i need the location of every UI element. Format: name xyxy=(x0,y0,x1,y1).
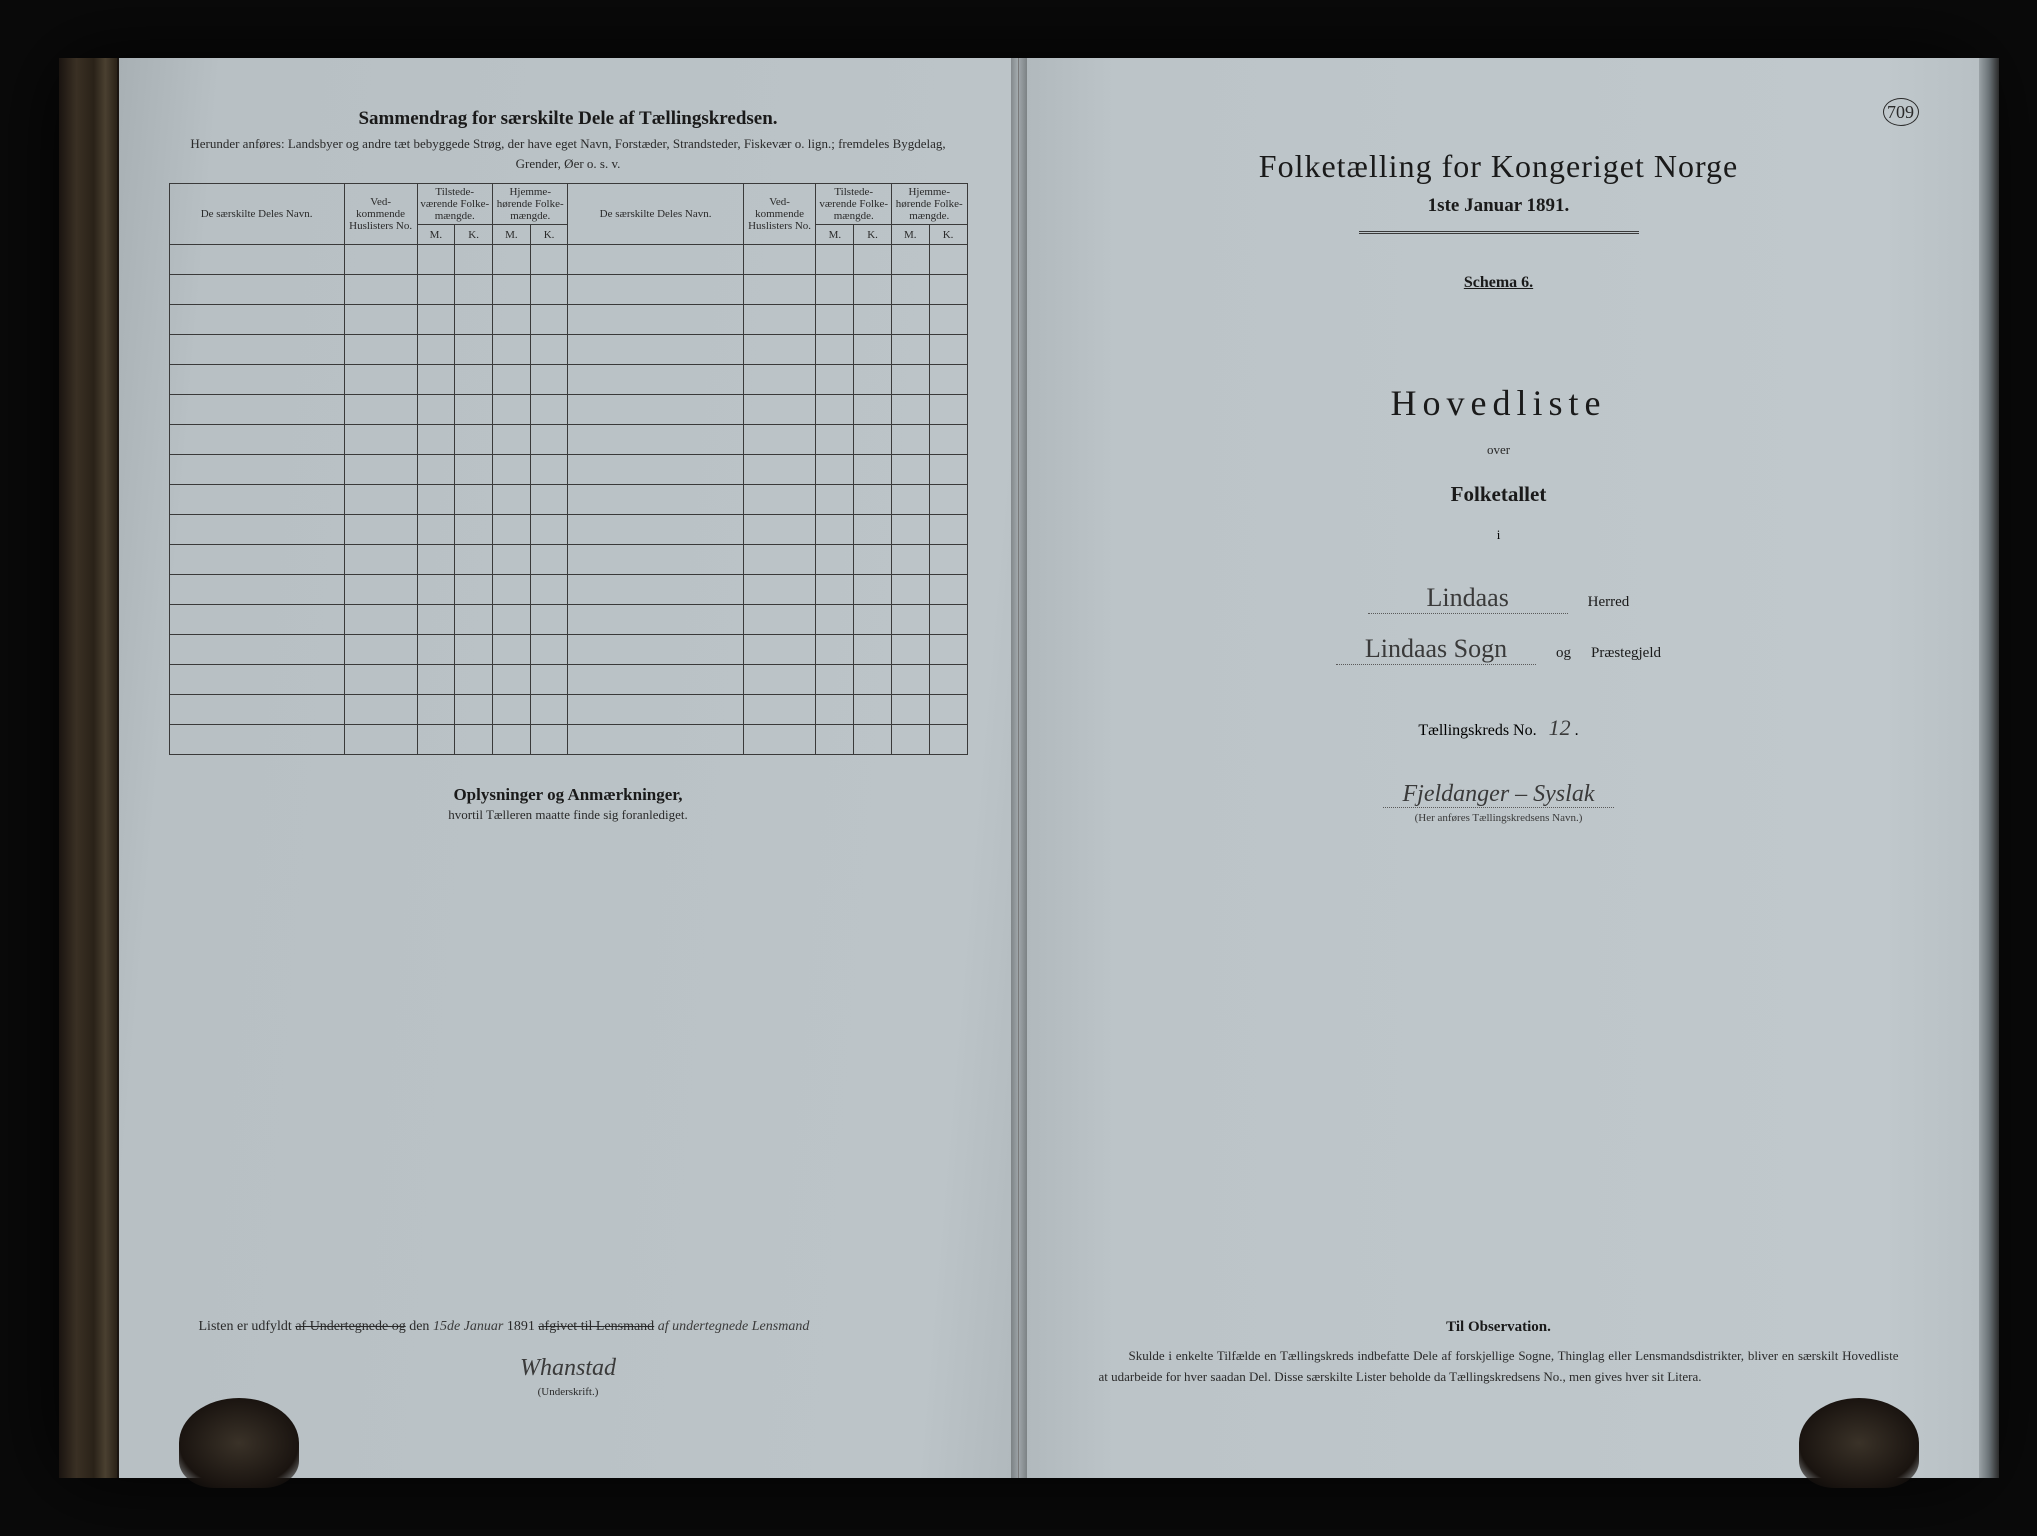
summary-table-body xyxy=(169,245,967,755)
hovedliste-heading: Hovedliste xyxy=(1069,382,1929,424)
book-spine xyxy=(59,58,119,1478)
table-row xyxy=(169,335,967,365)
th-tilstede: Tilstede-værende Folke-mængde. xyxy=(417,184,492,225)
sogn-line: Lindaas Sogn og Præstegjeld xyxy=(1069,634,1929,665)
left-header: Sammendrag for særskilte Dele af Tælling… xyxy=(169,108,968,173)
i-label: i xyxy=(1069,527,1929,543)
observation-body: Skulde i enkelte Tilfælde en Tællingskre… xyxy=(1099,1346,1899,1388)
left-page: Sammendrag for særskilte Dele af Tælling… xyxy=(119,58,1019,1478)
summary-table: De særskilte Deles Navn. Ved-kommende Hu… xyxy=(169,183,968,755)
table-row xyxy=(169,485,967,515)
th-hjemme: Hjemme-hørende Folke-mængde. xyxy=(492,184,567,225)
over-label: over xyxy=(1069,442,1929,458)
kreds-name-handwriting: Fjeldanger – Syslak xyxy=(1383,781,1615,808)
table-row xyxy=(169,365,967,395)
th-hjemme-2: Hjemme-hørende Folke-mængde. xyxy=(891,184,967,225)
kreds-name-block: Fjeldanger – Syslak (Her anføres Tælling… xyxy=(1069,781,1929,824)
page-number: 709 xyxy=(1883,98,1919,126)
notes-subtitle: hvortil Tælleren maatte finde sig foranl… xyxy=(169,807,968,823)
table-row xyxy=(169,515,967,545)
table-row xyxy=(169,635,967,665)
herred-handwriting: Lindaas xyxy=(1368,583,1568,614)
observation-block: Til Observation. Skulde i enkelte Tilfæl… xyxy=(1099,1319,1899,1388)
table-row xyxy=(169,305,967,335)
open-book: Sammendrag for særskilte Dele af Tælling… xyxy=(59,58,1979,1478)
page-gutter xyxy=(1011,58,1027,1478)
th-navn: De særskilte Deles Navn. xyxy=(169,184,344,245)
right-content: Folketælling for Kongeriget Norge 1ste J… xyxy=(1069,98,1929,824)
summary-title: Sammendrag for særskilte Dele af Tælling… xyxy=(169,108,968,130)
th-navn-2: De særskilte Deles Navn. xyxy=(568,184,743,245)
table-row xyxy=(169,275,967,305)
table-row xyxy=(169,605,967,635)
th-no-2: Ved-kommende Huslisters No. xyxy=(743,184,816,245)
table-row xyxy=(169,665,967,695)
kreds-line: Tællingskreds No. 12 . xyxy=(1069,715,1929,741)
summary-subtitle: Herunder anføres: Landsbyer og andre tæt… xyxy=(169,134,968,173)
table-row xyxy=(169,425,967,455)
page-edge xyxy=(1979,58,1999,1478)
herred-line: Lindaas Herred xyxy=(1069,583,1929,614)
table-row xyxy=(169,725,967,755)
table-row xyxy=(169,395,967,425)
schema-label: Schema 6. xyxy=(1069,274,1929,292)
table-row xyxy=(169,695,967,725)
table-row xyxy=(169,245,967,275)
census-date: 1ste Januar 1891. xyxy=(1069,195,1929,217)
thumb-shadow xyxy=(1799,1398,1919,1488)
kreds-number: 12 xyxy=(1549,715,1571,740)
notes-title: Oplysninger og Anmærkninger, xyxy=(169,785,968,805)
observation-title: Til Observation. xyxy=(1099,1319,1899,1336)
th-no: Ved-kommende Huslisters No. xyxy=(344,184,417,245)
th-tilstede-2: Tilstede-værende Folke-mængde. xyxy=(816,184,891,225)
title-rule xyxy=(1359,231,1639,234)
table-row xyxy=(169,455,967,485)
table-row xyxy=(169,545,967,575)
folketallet-label: Folketallet xyxy=(1069,482,1929,507)
right-page: 709 Folketælling for Kongeriget Norge 1s… xyxy=(1019,58,1979,1478)
notes-section: Oplysninger og Anmærkninger, hvortil Tæl… xyxy=(169,785,968,823)
signature-block: Listen er udfyldt af Undertegnede og den… xyxy=(199,1319,938,1398)
thumb-shadow xyxy=(179,1398,299,1488)
signature-name: Whanstad xyxy=(520,1355,616,1381)
sogn-handwriting: Lindaas Sogn xyxy=(1336,634,1536,665)
table-row xyxy=(169,575,967,605)
census-title: Folketælling for Kongeriget Norge xyxy=(1069,148,1929,185)
